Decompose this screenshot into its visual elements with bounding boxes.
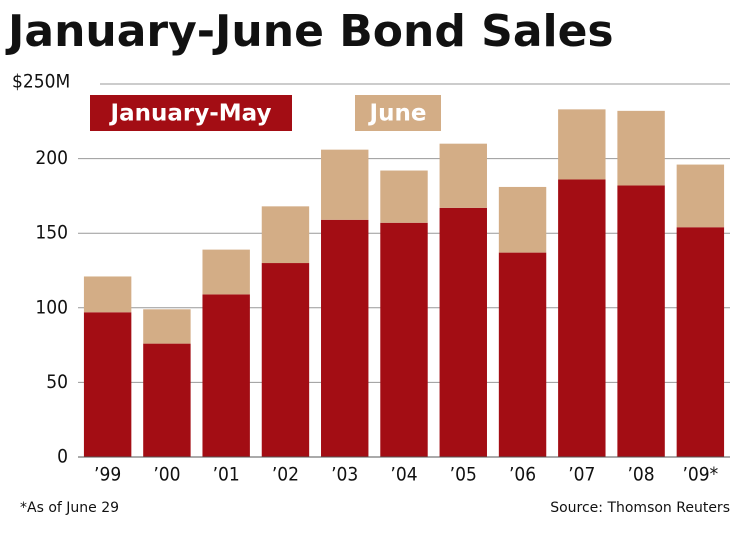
bar-segment xyxy=(558,179,606,457)
x-tick-label: ’99 xyxy=(94,464,121,486)
bar-segment xyxy=(202,294,250,457)
y-tick-label: 50 xyxy=(46,371,68,393)
bar-segment xyxy=(498,186,547,253)
y-tick-label: 200 xyxy=(35,147,68,169)
bar-segment xyxy=(676,227,725,457)
x-tick-label: ’03 xyxy=(331,464,358,486)
bar-segment xyxy=(380,170,428,223)
x-tick-label: ’02 xyxy=(272,464,299,486)
legend-swatch xyxy=(355,95,441,131)
bar-segment xyxy=(321,219,369,457)
bar-segment xyxy=(261,206,310,264)
bar-segment xyxy=(439,207,487,457)
y-tick-label: 100 xyxy=(35,296,68,318)
legend-label: June xyxy=(368,101,427,127)
x-tick-label: ’04 xyxy=(390,464,417,486)
bar-segment xyxy=(143,343,191,457)
x-tick-label: ’05 xyxy=(450,464,477,486)
bar-segment xyxy=(83,276,132,313)
bar-segment xyxy=(261,263,310,457)
bar-segment xyxy=(439,143,487,208)
legend-label: January-May xyxy=(109,101,272,127)
x-tick-label: ’08 xyxy=(627,464,654,486)
bar-segment xyxy=(202,249,250,295)
legend-swatch xyxy=(90,95,292,131)
x-tick-label: ’09* xyxy=(683,464,719,486)
bar-segment xyxy=(558,109,606,180)
footnote: *As of June 29 xyxy=(20,500,119,516)
bar-segment xyxy=(83,312,132,457)
source: Source: Thomson Reuters xyxy=(550,500,730,516)
bar-segment xyxy=(321,149,369,220)
y-tick-label: 0 xyxy=(57,446,68,468)
x-tick-label: ’01 xyxy=(213,464,240,486)
x-tick-label: ’00 xyxy=(153,464,180,486)
bar-segment xyxy=(498,252,547,457)
y-tick-label: 150 xyxy=(35,222,68,244)
y-tick-label: $250M xyxy=(12,71,70,93)
chart-title: January-June Bond Sales xyxy=(5,6,614,57)
x-tick-label: ’06 xyxy=(509,464,536,486)
bar-segment xyxy=(676,164,725,228)
bar-segment xyxy=(617,185,665,457)
bar-segment xyxy=(617,110,665,186)
bar-segment xyxy=(380,222,428,457)
x-tick-label: ’07 xyxy=(568,464,595,486)
bar-segment xyxy=(143,309,191,344)
